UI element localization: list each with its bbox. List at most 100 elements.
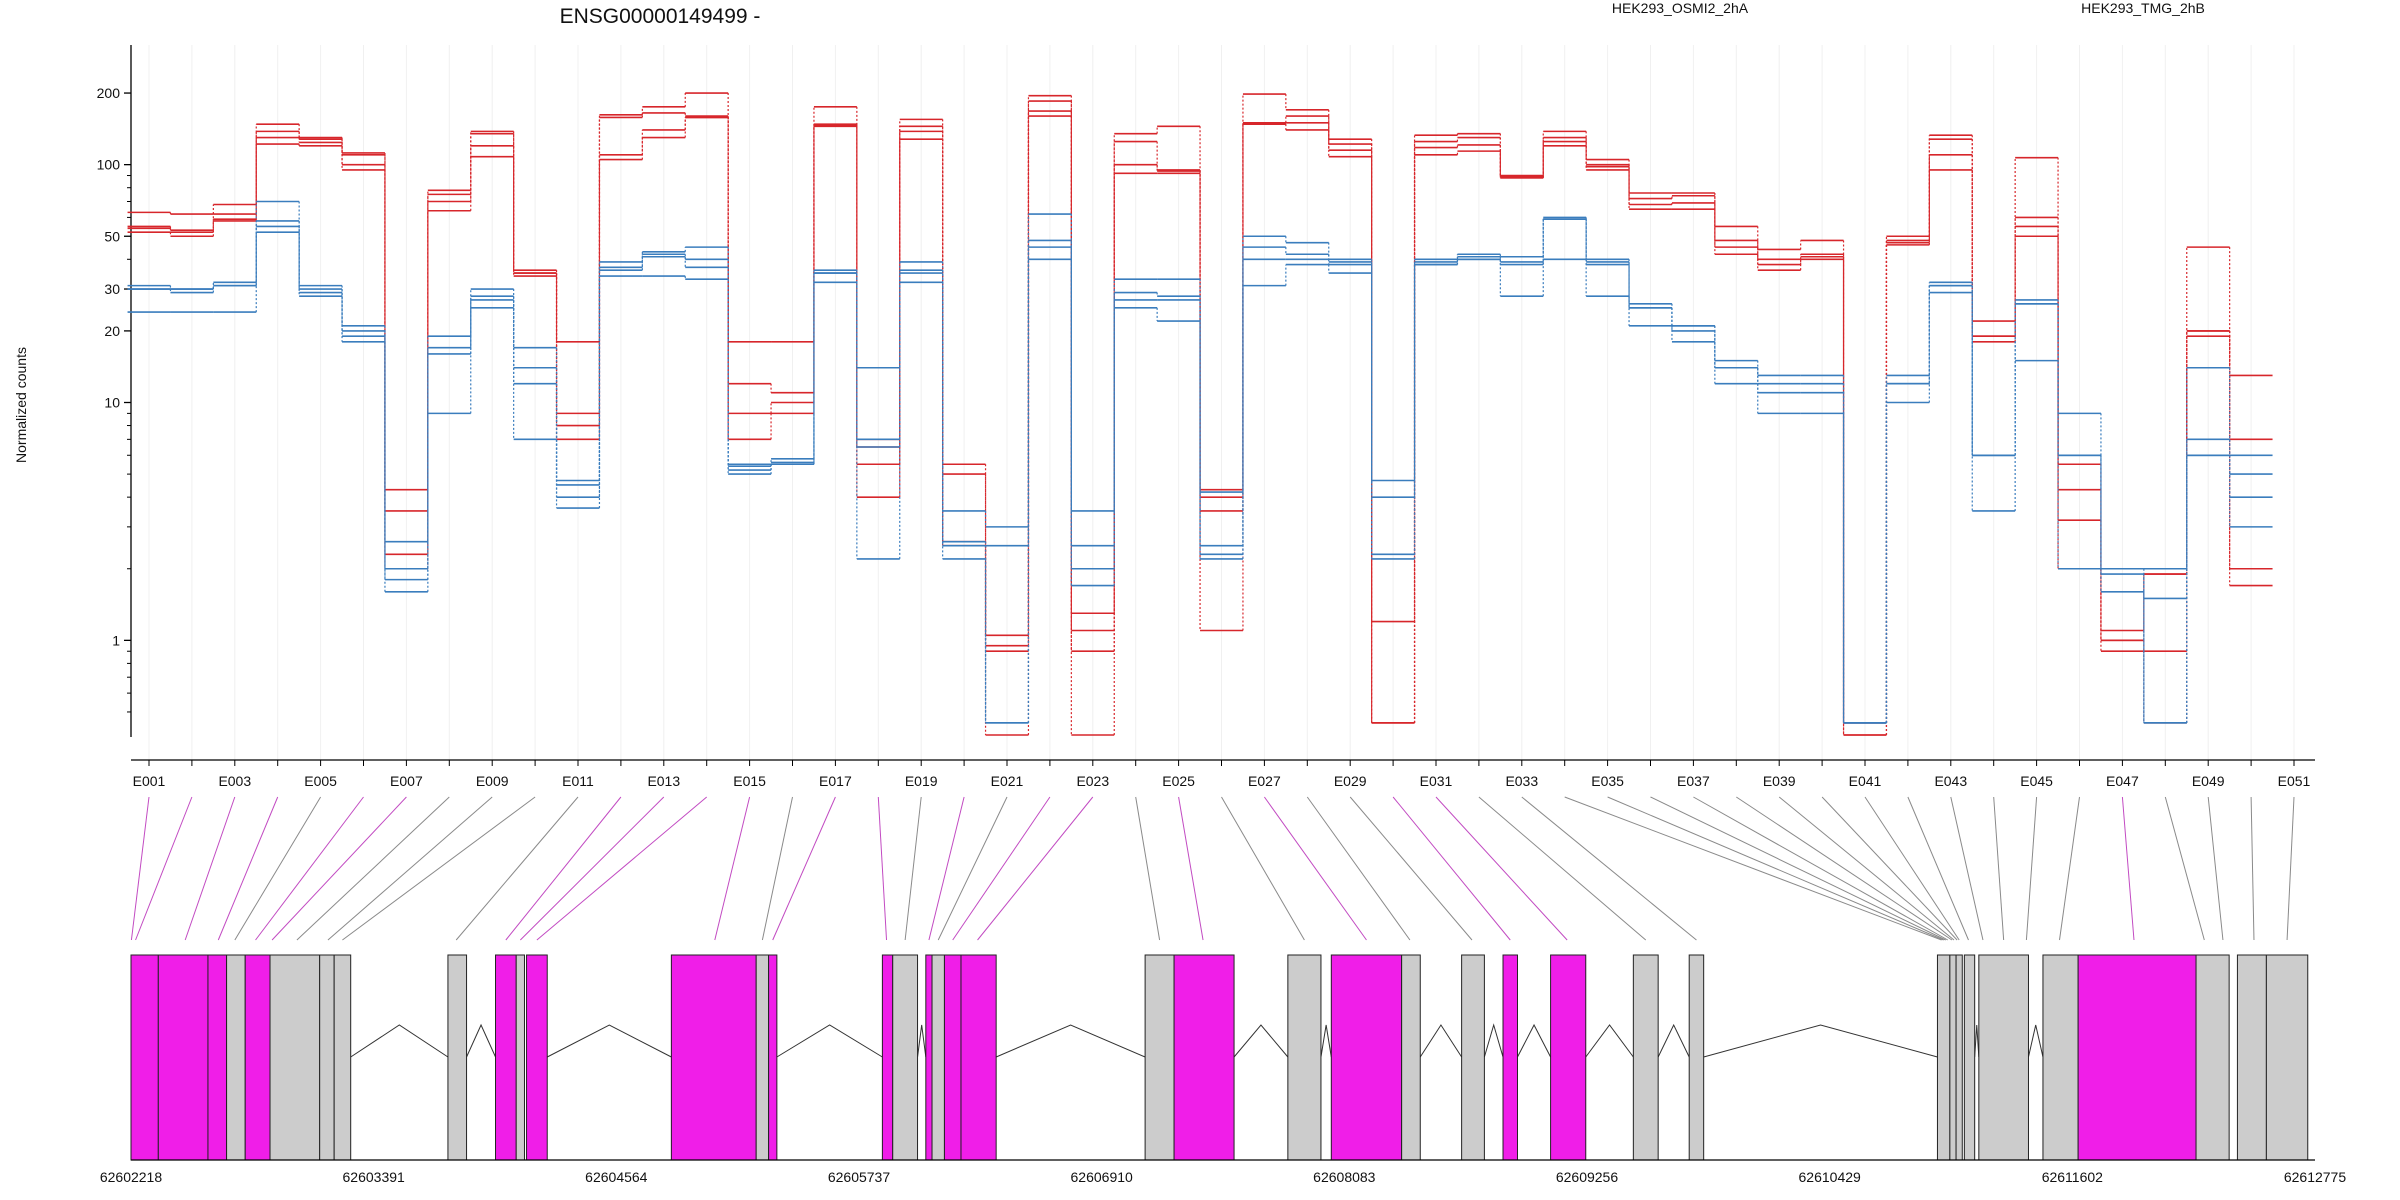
x-tick-label: E051 xyxy=(2278,773,2311,789)
chart-title: ENSG00000149499 - xyxy=(560,5,761,28)
y-tick-label: 1 xyxy=(112,632,120,648)
exon-connector xyxy=(1478,796,1647,941)
exon-connector xyxy=(2207,796,2224,941)
exon-block xyxy=(1401,954,1421,1161)
genomic-tick-label: 62605737 xyxy=(828,1169,891,1185)
exon-block xyxy=(2265,954,2309,1161)
exon-block xyxy=(1550,954,1587,1161)
genomic-coordinate-axis: 62602218 62603391 62604564 62605737 62606910… xyxy=(100,1159,2346,1185)
exon-connector xyxy=(536,796,708,941)
x-tick-label: E023 xyxy=(1076,773,1109,789)
exon-block xyxy=(1978,954,2029,1161)
y-tick-label: 30 xyxy=(104,281,120,297)
x-tick-label: E037 xyxy=(1677,773,1710,789)
exon-block xyxy=(1461,954,1485,1161)
exon-connector xyxy=(2121,796,2135,941)
exon-block xyxy=(2042,954,2079,1161)
x-tick-label: E047 xyxy=(2106,773,2139,789)
series-lines xyxy=(127,92,2273,736)
exon-block xyxy=(2195,954,2230,1161)
exon-connector xyxy=(1821,796,1958,941)
exon-block xyxy=(1173,954,1235,1161)
exon-connector xyxy=(255,796,364,941)
x-tick-label: E045 xyxy=(2020,773,2053,789)
y-tick-label: 50 xyxy=(104,228,120,244)
exon-block xyxy=(2236,954,2267,1161)
genomic-tick-label: 62610429 xyxy=(1799,1169,1862,1185)
x-tick-label: E019 xyxy=(905,773,938,789)
intron-line xyxy=(350,1024,449,1058)
exon-connector xyxy=(928,796,965,941)
exon-connector xyxy=(1349,796,1473,941)
x-tick-label: E013 xyxy=(647,773,680,789)
exon-block xyxy=(1632,954,1659,1161)
exon-connector xyxy=(1736,796,1953,941)
exon-block xyxy=(881,954,894,1161)
y-tick-label: 20 xyxy=(104,323,120,339)
exon-connector xyxy=(977,796,1094,941)
exon-connector xyxy=(2250,796,2255,941)
exon-connector xyxy=(1650,796,1946,941)
exon-block xyxy=(755,954,770,1161)
exon-connector xyxy=(505,796,622,941)
x-tick-label: E011 xyxy=(562,773,594,789)
series-8 xyxy=(127,218,2273,724)
exon-connector xyxy=(271,796,407,941)
exon-block xyxy=(2077,954,2197,1161)
x-tick-label: E025 xyxy=(1162,773,1195,789)
exon-connector xyxy=(2164,796,2205,941)
exon-connector xyxy=(714,796,751,941)
y-tick-label: 100 xyxy=(97,157,121,173)
exon-connector xyxy=(1907,796,1969,941)
exon-connector xyxy=(2059,796,2080,941)
exon-connector xyxy=(1864,796,1960,941)
exon-block xyxy=(1936,954,1951,1161)
exon-block xyxy=(1949,954,1957,1161)
exon-block xyxy=(269,954,321,1161)
exon-block xyxy=(244,954,271,1161)
exon-connector xyxy=(1263,796,1367,941)
intron-line xyxy=(1483,1023,1504,1058)
intron-line xyxy=(547,1024,672,1058)
y-tick-label: 10 xyxy=(104,395,120,411)
x-tick-label: E005 xyxy=(304,773,337,789)
intron-line xyxy=(466,1023,496,1058)
series-connector xyxy=(169,219,2231,723)
x-tick-label: E015 xyxy=(733,773,766,789)
exon-connector xyxy=(877,796,888,941)
exon-connector xyxy=(455,796,579,941)
exon-block xyxy=(1144,954,1175,1161)
x-tick-label: E041 xyxy=(1849,773,1882,789)
exon-block xyxy=(931,954,945,1161)
exon-block xyxy=(1287,954,1322,1161)
exon-blocks xyxy=(130,954,2309,1161)
exon-block xyxy=(925,954,933,1161)
exon-connector xyxy=(2025,796,2038,941)
exon-block xyxy=(157,954,209,1161)
exon-connector xyxy=(1178,796,1204,941)
exon-connector xyxy=(937,796,1008,941)
exon-connector xyxy=(130,796,150,941)
x-tick-label: E001 xyxy=(133,773,166,789)
exon-block xyxy=(892,954,919,1161)
exon-connector xyxy=(217,796,279,941)
intron-line xyxy=(1320,1024,1332,1058)
x-axis-exon-bins: E001 E003 E005 E007 E009 E011 E013 E015 E017 E019… xyxy=(131,759,2315,789)
x-tick-label: E029 xyxy=(1334,773,1367,789)
exon-connector xyxy=(1564,796,1942,941)
x-tick-label: E003 xyxy=(218,773,251,789)
intron-line xyxy=(1703,1024,1938,1058)
x-tick-label: E039 xyxy=(1763,773,1796,789)
legend-series-2: HEK293_TMG_2hB xyxy=(2081,0,2205,16)
exon-block xyxy=(1688,954,1705,1161)
intron-line xyxy=(2027,1024,2044,1058)
y-axis: 1 10 20 30 50 100 200 xyxy=(97,45,132,737)
intron-line xyxy=(1974,1024,1980,1058)
intron-line xyxy=(1657,1023,1690,1058)
exon-connector xyxy=(904,796,922,941)
intron-line xyxy=(1517,1023,1552,1058)
exon-block xyxy=(1955,954,1963,1161)
x-tick-label: E049 xyxy=(2192,773,2225,789)
exon-connector xyxy=(772,796,836,941)
